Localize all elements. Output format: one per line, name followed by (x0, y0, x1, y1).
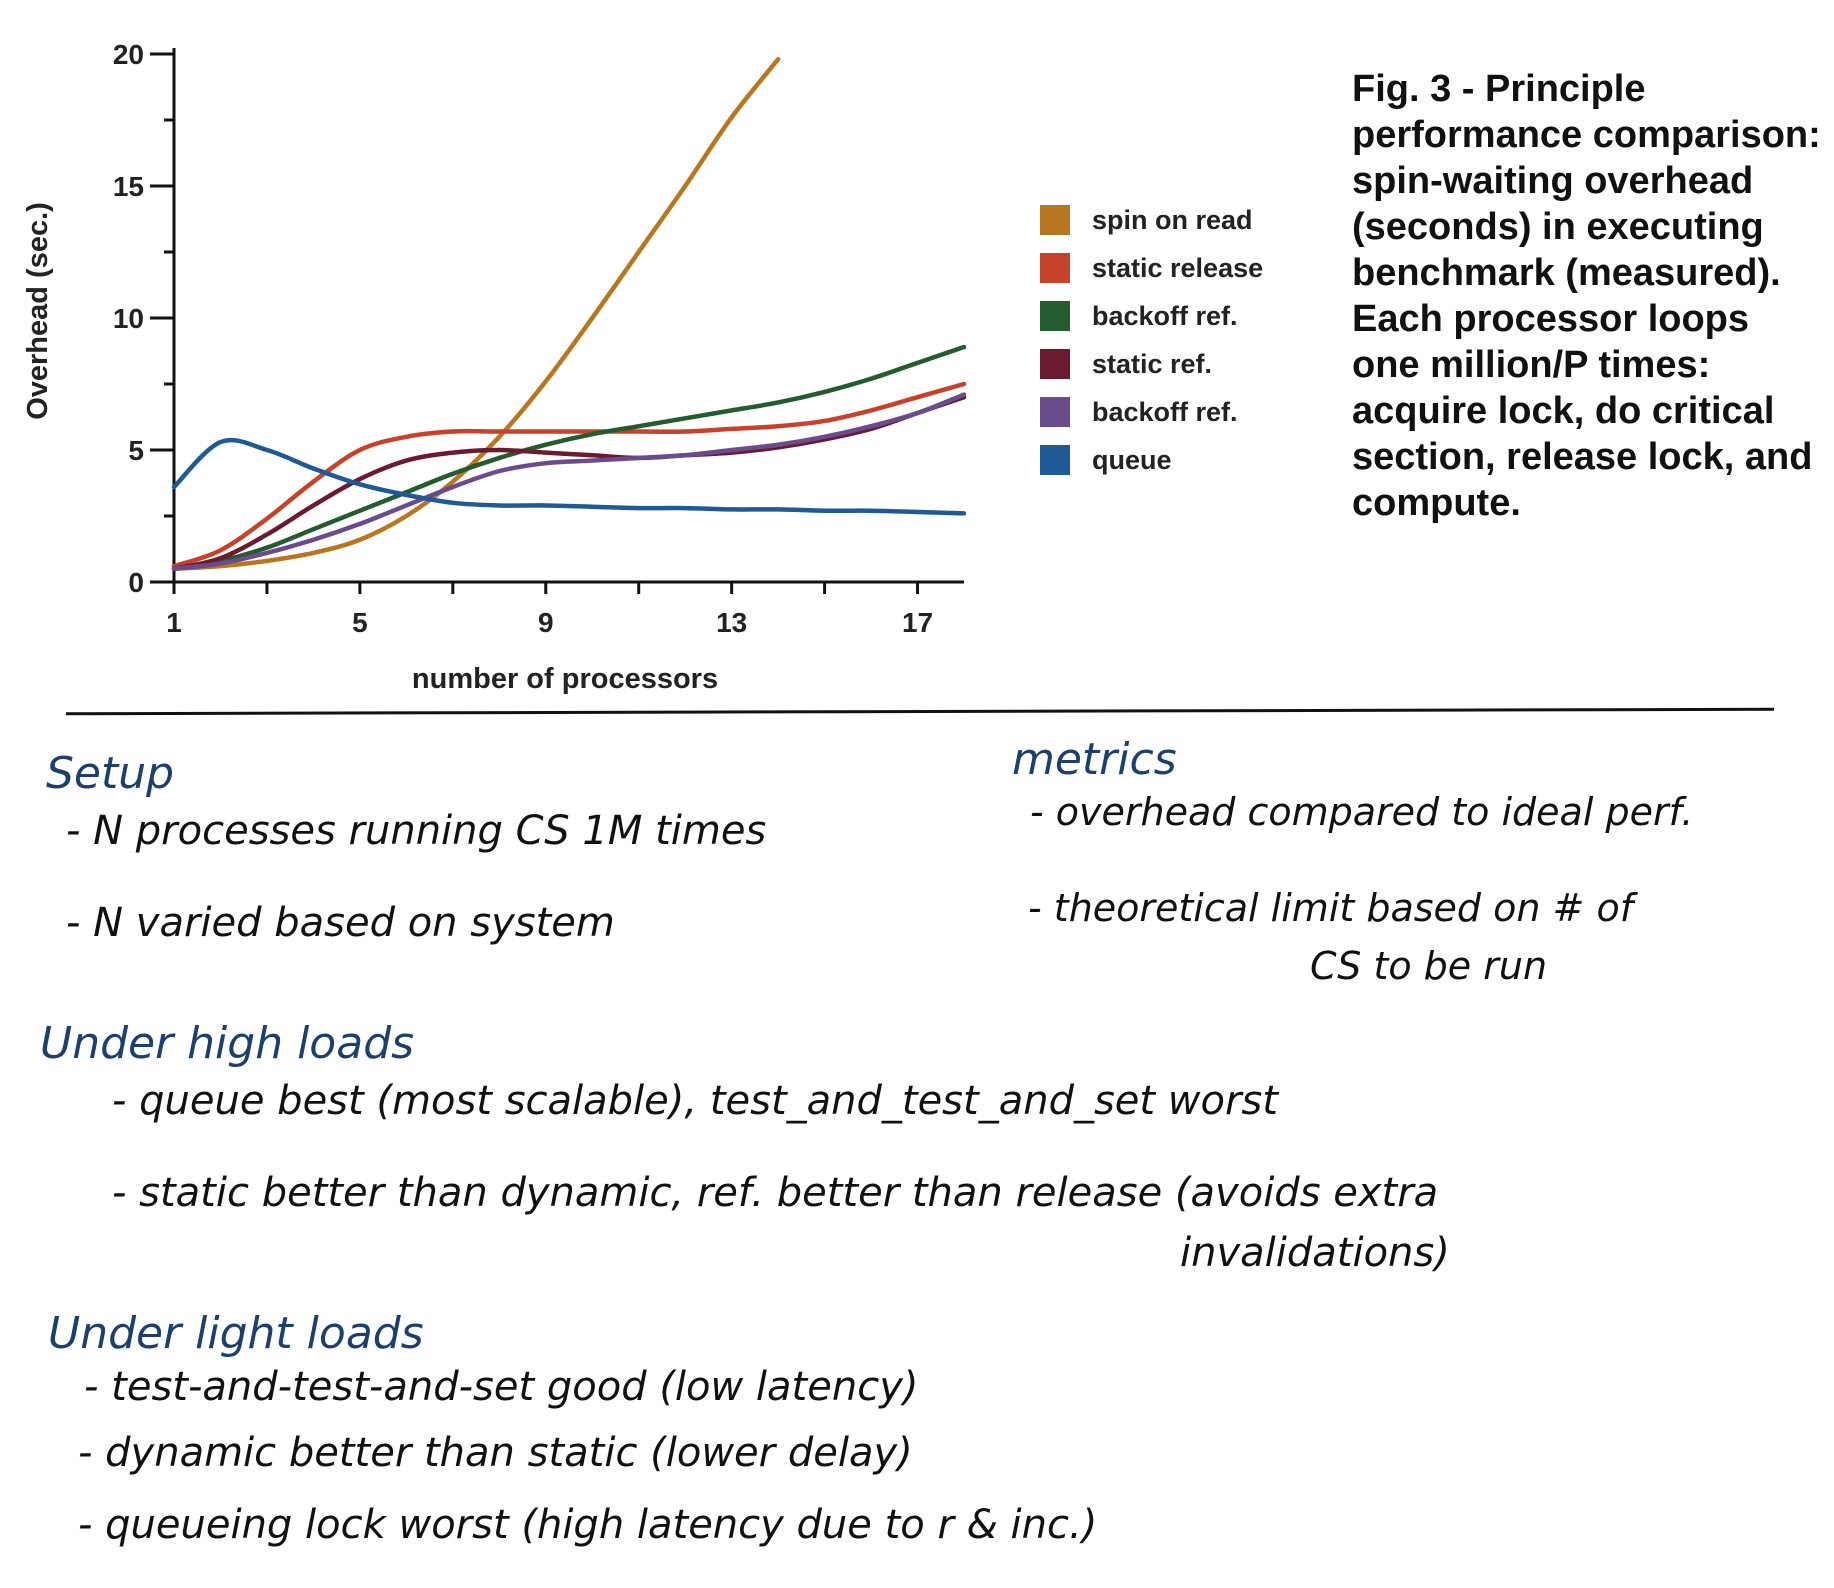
legend-swatch (1040, 349, 1070, 379)
legend-swatch (1040, 253, 1070, 283)
y-tick-label: 15 (113, 171, 144, 202)
setup-line-2: - N varied based on system (66, 900, 615, 946)
legend-label: static release (1092, 252, 1264, 283)
light-loads-line-3: - queueing lock worst (high latency due … (78, 1502, 1098, 1548)
x-tick-label: 1 (166, 607, 182, 638)
legend-item: backoff ref. (1040, 292, 1263, 340)
legend-item: static release (1040, 244, 1263, 292)
legend-label: backoff ref. (1092, 396, 1238, 427)
legend-item: backoff ref. (1040, 388, 1263, 436)
metrics-line-3: CS to be run (1310, 944, 1548, 988)
light-loads-heading: Under light loads (48, 1308, 424, 1359)
y-axis-label: Overhead (sec.) (22, 202, 54, 420)
legend-label: queue (1092, 444, 1172, 475)
legend-swatch (1040, 205, 1070, 235)
chart-series (171, 57, 967, 572)
legend-swatch (1040, 445, 1070, 475)
y-tick-label: 0 (128, 567, 144, 598)
x-tick-label: 5 (352, 607, 368, 638)
series-line-1 (171, 381, 967, 569)
metrics-line-2: - theoretical limit based on # of (1028, 886, 1634, 930)
legend-label: backoff ref. (1092, 300, 1238, 331)
legend-label: static ref. (1092, 348, 1213, 379)
y-tick-label: 10 (113, 303, 144, 334)
x-tick-label: 9 (538, 607, 554, 638)
series-line-4 (171, 392, 967, 572)
x-tick-label: 17 (902, 607, 933, 638)
series-line-0 (171, 57, 781, 572)
setup-line-1: - N processes running CS 1M times (66, 808, 767, 854)
series-line-5 (171, 437, 967, 516)
x-tick-label: 13 (716, 607, 747, 638)
y-tick-label: 20 (113, 39, 144, 70)
figure-caption: Fig. 3 - Principle performance compariso… (1352, 68, 1821, 524)
metrics-line-1: - overhead compared to ideal perf. (1030, 790, 1694, 834)
light-loads-line-2: - dynamic better than static (lower dela… (78, 1430, 913, 1476)
high-loads-line-2: - static better than dynamic, ref. bette… (112, 1170, 1439, 1216)
legend-item: spin on read (1040, 196, 1263, 244)
legend-item: queue (1040, 436, 1263, 484)
legend-swatch (1040, 397, 1070, 427)
y-tick-label: 5 (128, 435, 144, 466)
high-loads-line-3: invalidations) (1180, 1230, 1450, 1276)
setup-heading: Setup (46, 748, 175, 799)
light-loads-line-1: - test-and-test-and-set good (low latenc… (84, 1364, 919, 1410)
legend-item: static ref. (1040, 340, 1263, 388)
metrics-heading: metrics (1012, 734, 1177, 785)
series-line-2 (171, 344, 967, 572)
legend-label: spin on read (1092, 204, 1253, 235)
chart-legend: spin on read static release backoff ref. st… (1040, 196, 1263, 484)
series-line-3 (171, 394, 967, 572)
high-loads-line-1: - queue best (most scalable), test_and_t… (112, 1078, 1278, 1124)
x-axis-label: number of processors (412, 663, 718, 695)
high-loads-heading: Under high loads (40, 1018, 415, 1069)
legend-swatch (1040, 301, 1070, 331)
